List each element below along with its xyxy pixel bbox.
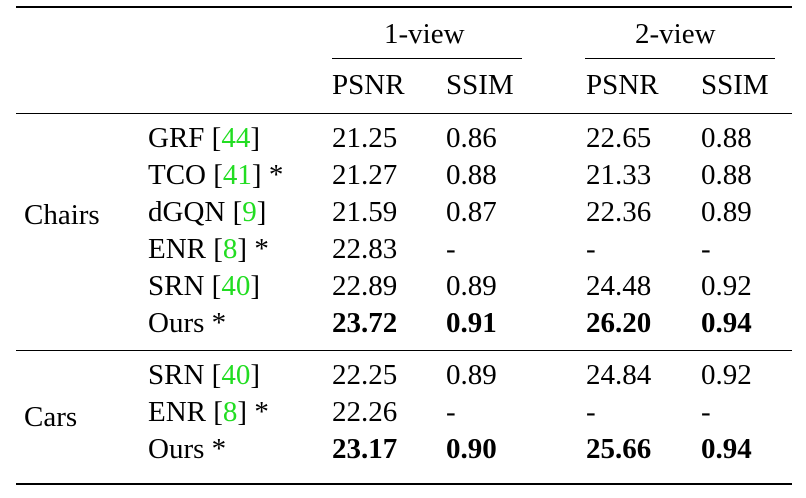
value-cell: 0.92: [701, 270, 752, 302]
group-rule-2view: [585, 58, 775, 59]
value-cell: 21.59: [332, 196, 398, 228]
method-name: GRF: [148, 122, 205, 154]
value-cell: 22.89: [332, 270, 398, 302]
bottom-rule: [16, 483, 792, 485]
method-label: GRF [44]: [148, 122, 261, 154]
method-name: ENR: [148, 396, 206, 428]
value-cell: 26.20: [586, 307, 652, 339]
citation-link[interactable]: 8: [222, 233, 238, 265]
value-cell: -: [701, 396, 711, 428]
value-cell: 22.26: [332, 396, 398, 428]
group-header-1view: 1-view: [384, 18, 465, 50]
value-cell: 23.72: [332, 307, 398, 339]
value-cell: 0.89: [701, 196, 752, 228]
value-cell: 0.86: [446, 122, 497, 154]
asterisk-marker: *: [261, 159, 284, 191]
value-cell: 25.66: [586, 433, 652, 465]
value-cell: 0.88: [446, 159, 497, 191]
value-cell: -: [586, 396, 596, 428]
value-cell: -: [586, 233, 596, 265]
citation-link[interactable]: 44: [221, 122, 251, 154]
method-label: ENR [8] *: [148, 233, 269, 265]
metric-header: PSNR: [586, 69, 659, 101]
metric-header: SSIM: [701, 69, 769, 101]
value-cell: 21.27: [332, 159, 398, 191]
value-cell: 0.92: [701, 359, 752, 391]
value-cell: 23.17: [332, 433, 398, 465]
value-cell: 0.90: [446, 433, 497, 465]
value-cell: 22.25: [332, 359, 398, 391]
section-label-cars: Cars: [24, 401, 78, 433]
header-rule: [16, 113, 792, 114]
top-rule: [16, 6, 792, 8]
value-cell: 22.65: [586, 122, 652, 154]
value-cell: -: [446, 396, 456, 428]
asterisk-marker: *: [247, 233, 269, 265]
value-cell: 0.87: [446, 196, 497, 228]
value-cell: 0.94: [701, 433, 752, 465]
citation-link[interactable]: 9: [242, 196, 257, 228]
value-cell: 0.94: [701, 307, 752, 339]
asterisk-marker: *: [204, 433, 227, 465]
method-name: ENR: [148, 233, 206, 265]
value-cell: 24.84: [586, 359, 652, 391]
value-cell: 0.89: [446, 270, 497, 302]
method-label: Ours *: [148, 306, 226, 340]
method-label: Ours *: [148, 432, 226, 466]
method-label: SRN [40]: [148, 270, 261, 302]
method-name: SRN: [148, 359, 205, 391]
citation-link[interactable]: 40: [221, 270, 251, 302]
asterisk-marker: *: [204, 307, 227, 339]
method-name: Ours: [148, 433, 205, 465]
citation-link[interactable]: 41: [222, 159, 252, 191]
value-cell: 22.36: [586, 196, 652, 228]
asterisk-marker: *: [247, 396, 269, 428]
metric-header: SSIM: [446, 69, 514, 101]
value-cell: 0.91: [446, 307, 497, 339]
method-label: TCO [41] *: [148, 159, 284, 191]
value-cell: 22.83: [332, 233, 398, 265]
method-name: SRN: [148, 270, 205, 302]
citation-link[interactable]: 40: [221, 359, 251, 391]
method-label: SRN [40]: [148, 359, 261, 391]
section-rule: [16, 350, 792, 351]
value-cell: 21.25: [332, 122, 398, 154]
metric-header: PSNR: [332, 69, 405, 101]
value-cell: 0.88: [701, 159, 752, 191]
value-cell: 24.48: [586, 270, 652, 302]
group-rule-1view: [332, 58, 522, 59]
value-cell: 21.33: [586, 159, 652, 191]
method-label: dGQN [9]: [148, 196, 267, 228]
value-cell: -: [446, 233, 456, 265]
method-name: TCO: [148, 159, 206, 191]
value-cell: -: [701, 233, 711, 265]
value-cell: 0.88: [701, 122, 752, 154]
method-label: ENR [8] *: [148, 396, 269, 428]
method-name: dGQN: [148, 196, 226, 228]
citation-link[interactable]: 8: [222, 396, 238, 428]
section-label-chairs: Chairs: [24, 199, 100, 231]
group-header-2view: 2-view: [635, 18, 716, 50]
method-name: Ours: [148, 307, 205, 339]
value-cell: 0.89: [446, 359, 497, 391]
